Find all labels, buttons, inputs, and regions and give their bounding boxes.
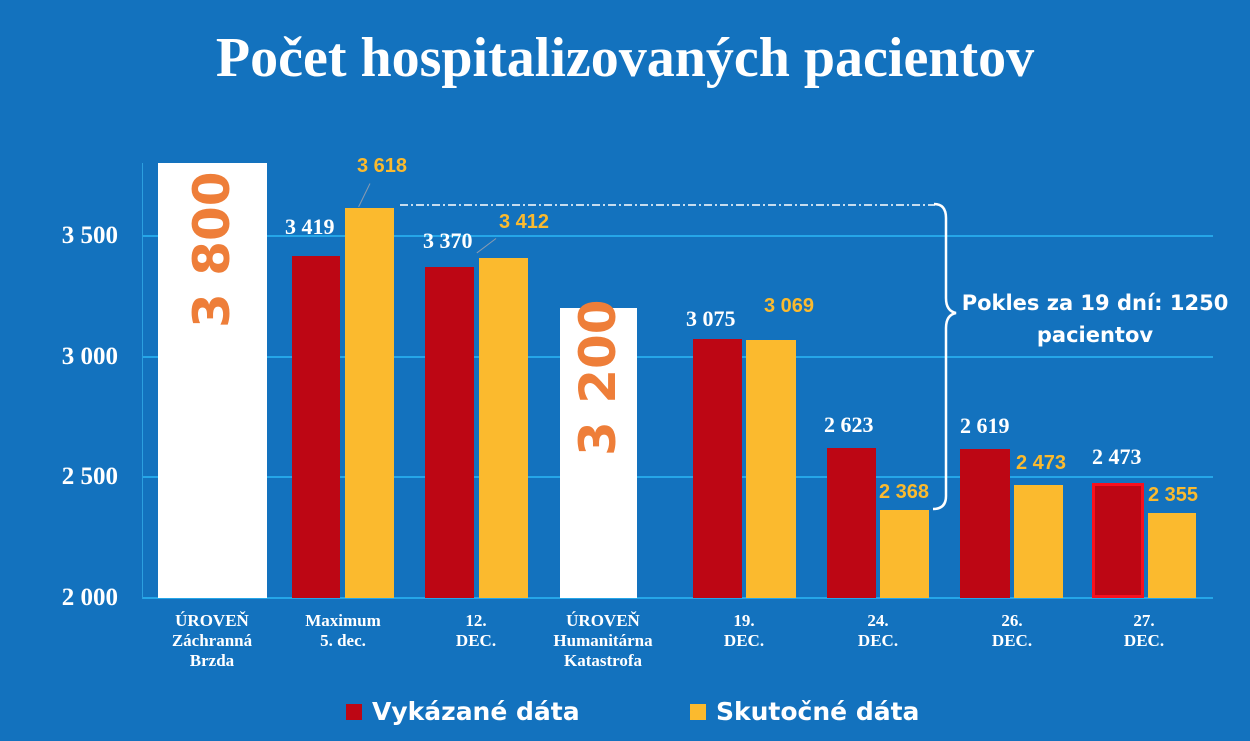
x-label-24-dec: 24. DEC. [857,611,899,650]
bar-threshold-zachranna-brzda [158,163,267,598]
label-actual-27-dec: 2 355 [1148,484,1199,506]
x-label-27-dec: 27. DEC. [1123,611,1165,650]
label-actual-19-dec: 3 069 [764,295,815,317]
label-reported-26-dec: 2 619 [960,413,1010,438]
x-axis-baseline [143,597,1213,599]
label-actual-24-dec: 2 368 [879,481,930,503]
y-tick-2000: 2 000 [61,584,118,611]
x-label-12-dec: 12. DEC. [455,611,497,650]
bar-reported-26-dec [960,449,1010,598]
gridline-2500 [143,476,1213,478]
label-reported-24-dec: 2 623 [824,412,874,437]
x-label-humanitarna-katastrofa: ÚROVEŇ Humanitárna Katastrofa [553,611,653,670]
legend-swatch-yellow-icon [690,703,706,720]
gridline-3000 [143,356,1213,358]
label-reported-12-dec: 3 370 [423,228,473,253]
x-label-26-dec: 26. DEC. [991,611,1033,650]
label-actual-5-dec: 3 618 [357,155,408,177]
drop-annotation-line1: Pokles za 19 dní: 1250 [961,291,1229,315]
bar-reported-24-dec [827,448,876,598]
bar-actual-27-dec [1148,513,1196,598]
x-label-maximum-5-dec: Maximum 5. dec. [305,611,381,650]
drop-annotation-line2: pacientov [1036,323,1154,347]
x-label-zachranna-brzda: ÚROVEŇ Záchranná Brzda [171,611,253,670]
bar-actual-24-dec [880,510,929,598]
x-label-19-dec: 19. DEC. [723,611,765,650]
label-actual-12-dec: 3 412 [499,211,550,233]
bar-reported-27-dec-highlighted [1092,483,1144,598]
bar-actual-5-dec [345,208,394,598]
bar-actual-12-dec [479,258,528,598]
legend-item-actual: Skutočné dáta [690,697,919,726]
bar-reported-5-dec [292,256,340,598]
gridline-3500 [143,235,1213,237]
threshold-value-3800: 3 800 [183,171,241,328]
bar-actual-19-dec [746,340,796,598]
bar-threshold-humanitarna-katastrofa [560,308,637,598]
y-tick-2500: 2 500 [61,463,118,490]
label-reported-19-dec: 3 075 [686,306,736,331]
drop-annotation: Pokles za 19 dní: 1250 pacientov [955,287,1235,351]
label-reported-27-dec: 2 473 [1092,444,1142,469]
bar-reported-12-dec [425,267,474,598]
legend-swatch-red-icon [346,703,362,720]
label-reported-5-dec: 3 419 [285,214,335,239]
label-actual-26-dec: 2 473 [1016,452,1067,474]
chart-title: Počet hospitalizovaných pacientov [215,27,1035,89]
threshold-value-3200: 3 200 [569,299,627,456]
y-tick-3500: 3 500 [61,222,118,249]
y-axis-line [142,163,143,599]
y-tick-3000: 3 000 [61,343,118,370]
bar-reported-19-dec [693,339,742,598]
legend-item-reported: Vykázané dáta [346,697,580,726]
bar-actual-26-dec [1014,485,1063,598]
